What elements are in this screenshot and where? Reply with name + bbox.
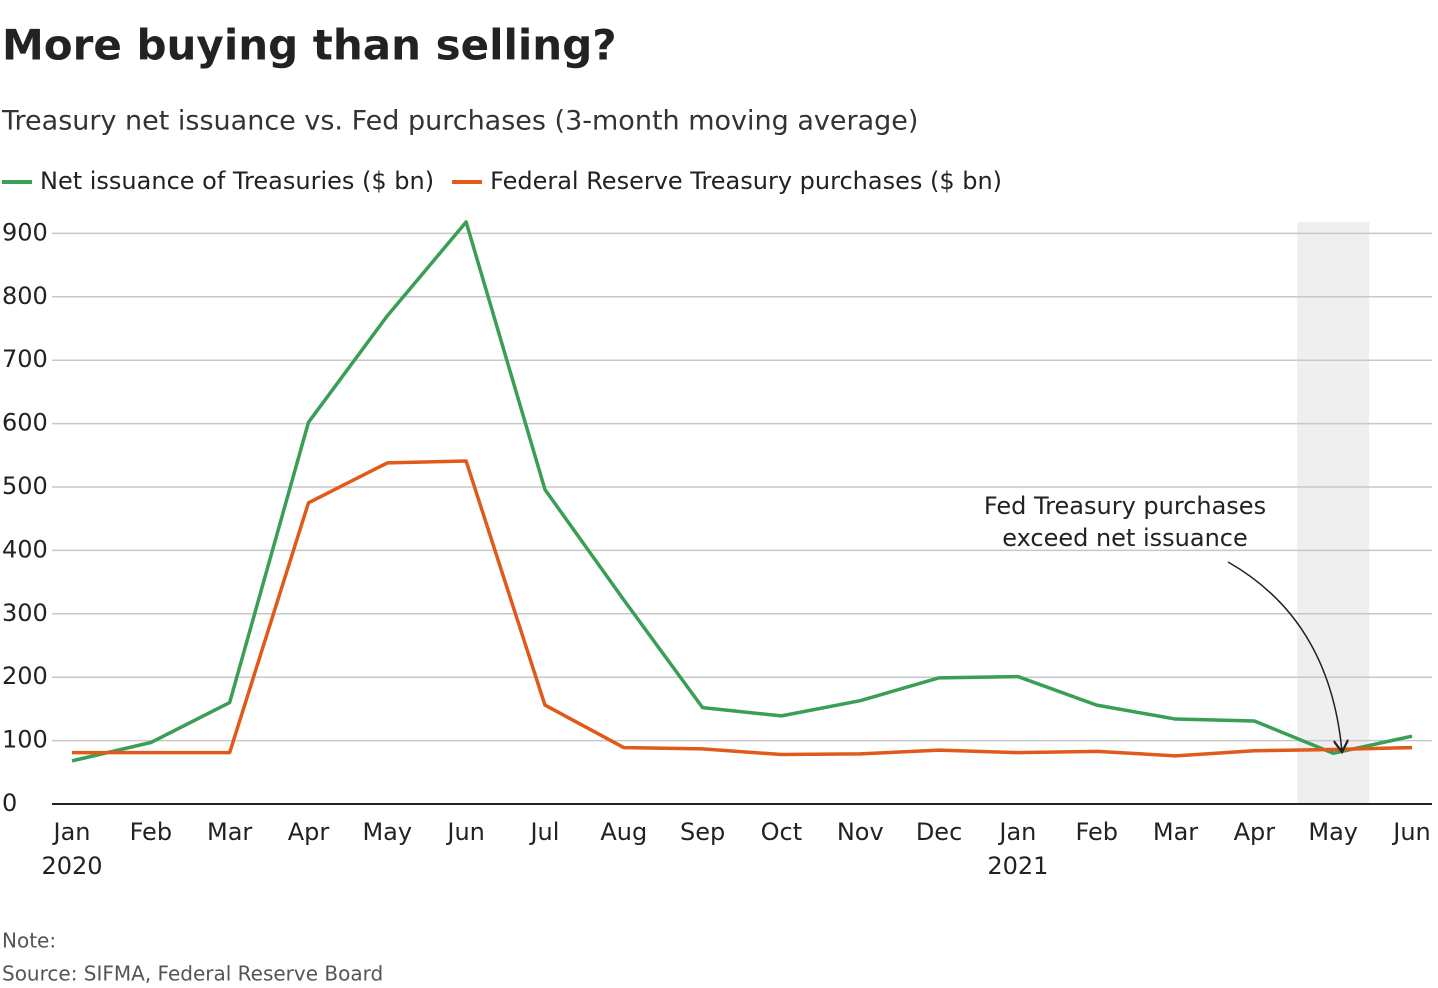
legend-label: Federal Reserve Treasury purchases ($ bn… xyxy=(490,167,1002,195)
note: Note: xyxy=(2,929,56,953)
highlight-band xyxy=(1297,222,1370,804)
source: Source: SIFMA, Federal Reserve Board xyxy=(2,962,383,986)
legend-label: Net issuance of Treasuries ($ bn) xyxy=(40,167,434,195)
x-tick-label: Apr xyxy=(288,818,330,846)
x-tick-label: May xyxy=(362,818,412,846)
y-tick-label: 300 xyxy=(2,599,48,627)
chart-title: More buying than selling? xyxy=(2,21,617,70)
series-line xyxy=(71,220,1413,763)
x-tick-label: Sep xyxy=(680,818,725,846)
chart-subtitle: Treasury net issuance vs. Fed purchases … xyxy=(1,106,918,137)
y-tick-label: 400 xyxy=(2,535,48,563)
x-tick-label: Apr xyxy=(1234,818,1276,846)
x-tick-label: Jul xyxy=(528,818,559,846)
x-tick-label: Nov xyxy=(837,818,884,846)
y-tick-label: 600 xyxy=(2,409,48,437)
y-tick-label: 900 xyxy=(2,218,48,246)
y-tick-label: 100 xyxy=(2,726,48,754)
y-tick-label: 500 xyxy=(2,472,48,500)
x-tick-label: Jan 2021 xyxy=(987,818,1048,880)
series-line xyxy=(72,459,1413,758)
x-tick-label: Jan 2020 xyxy=(41,818,102,880)
x-tick-label: Dec xyxy=(916,818,962,846)
x-tick-label: Feb xyxy=(1075,818,1118,846)
y-tick-label: 700 xyxy=(2,345,48,373)
x-tick-label: Jun xyxy=(1391,818,1431,846)
x-tick-label: Mar xyxy=(207,818,252,846)
annotation-arrow xyxy=(1227,561,1342,752)
x-tick-label: May xyxy=(1308,818,1358,846)
x-tick-label: Mar xyxy=(1153,818,1198,846)
x-tick-label: Aug xyxy=(600,818,647,846)
annotation: exceed net issuance xyxy=(1002,524,1248,552)
y-tick-label: 0 xyxy=(2,789,17,817)
x-tick-label: Feb xyxy=(130,818,173,846)
x-tick-label: Oct xyxy=(761,818,803,846)
x-tick-label: Jun xyxy=(445,818,485,846)
annotation: Fed Treasury purchases xyxy=(984,492,1266,520)
y-tick-label: 200 xyxy=(2,662,48,690)
y-tick-label: 800 xyxy=(2,282,48,310)
